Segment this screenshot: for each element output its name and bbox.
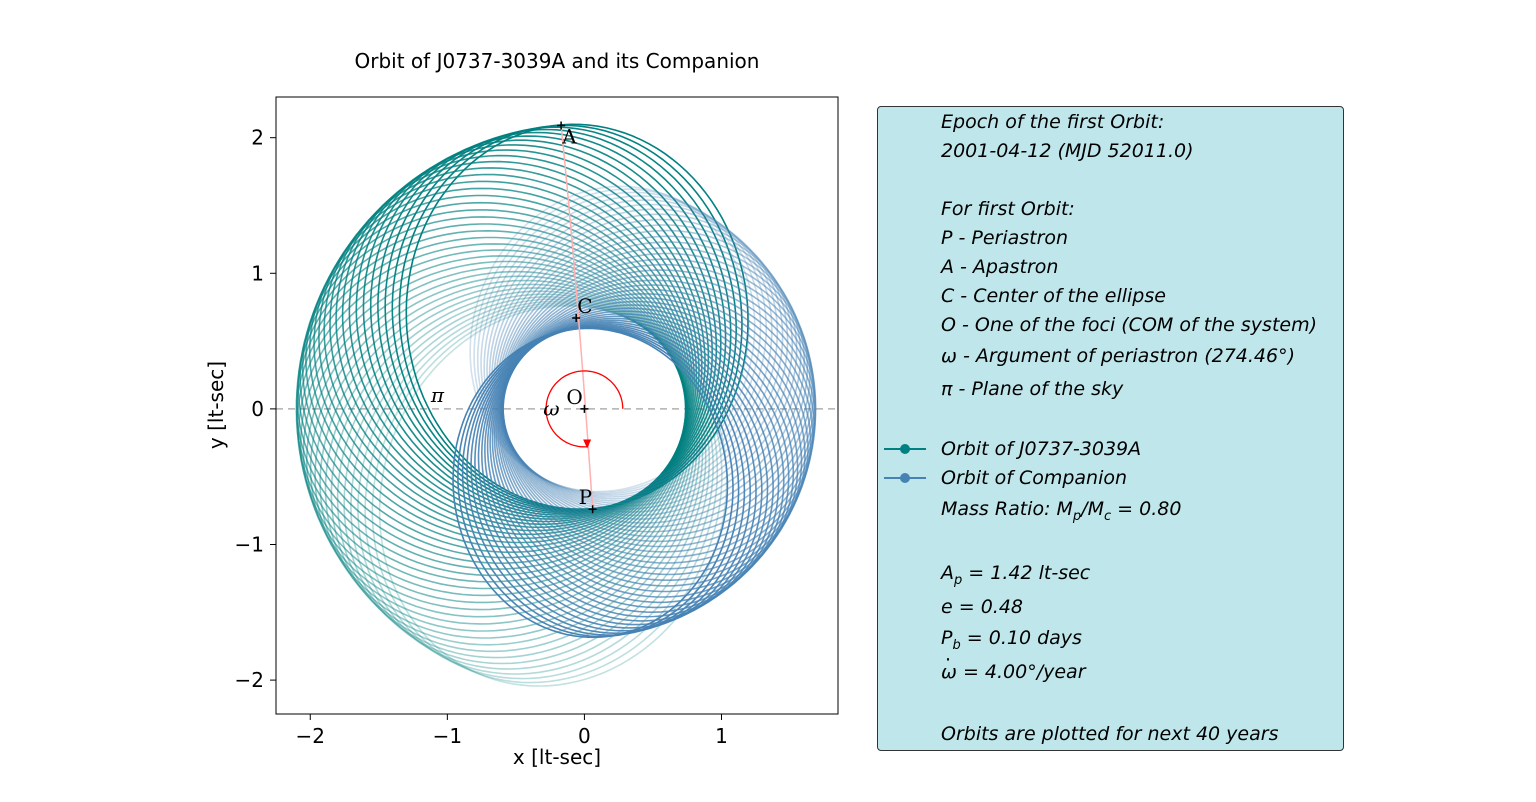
orbit-companion-39 <box>469 185 750 493</box>
orbit-companion-29 <box>496 229 802 513</box>
orbit-companion-28 <box>498 235 806 517</box>
orbit-pulsar-a-38 <box>371 303 723 684</box>
eccentricity: e = 0.48 <box>941 596 1023 618</box>
x-tick-label: 1 <box>715 724 728 748</box>
omega-definition: ω - Argument of periastron (274.46°) <box>941 345 1295 367</box>
legend-label-pulsar-a: Orbit of J0737-3039A <box>941 438 1142 460</box>
plot-frame <box>275 96 839 715</box>
legend-label-companion: Orbit of Companion <box>941 467 1128 489</box>
orbit-pulsar-a-27 <box>306 270 691 618</box>
y-tick-label: 2 <box>251 126 264 150</box>
orbit-pulsar-a-36 <box>357 300 714 675</box>
point-label-A: A <box>561 124 577 148</box>
orbit-companion-34 <box>486 203 779 500</box>
orbit-companion-27 <box>499 241 809 520</box>
center-definition: C - Center of the ellipse <box>941 285 1166 307</box>
y-tick-label: −2 <box>235 668 264 692</box>
x-axis-label: x [lt-sec] <box>513 745 601 769</box>
point-label-C: C <box>577 294 592 318</box>
orbit-pulsar-a-26 <box>302 265 689 611</box>
orbit-companion-36 <box>480 195 767 496</box>
chart-title: Orbit of J0737-3039A and its Companion <box>355 49 760 73</box>
orbit-pulsar-a-35 <box>350 298 711 670</box>
sky-plane-symbol: π <box>430 383 445 407</box>
binary-period: Pb = 0.10 days <box>941 627 1082 653</box>
apastron-definition: A - Apastron <box>941 256 1059 278</box>
legend-marker-pulsar-a <box>884 443 926 455</box>
x-tick-label: −2 <box>296 724 325 748</box>
point-marker-A <box>557 121 566 130</box>
epoch-title: Epoch of the first Orbit: <box>941 111 1165 133</box>
semi-major-axis: Ap = 1.42 lt-sec <box>941 562 1091 588</box>
point-label-O: O <box>566 385 582 409</box>
orbit-companion-26 <box>500 246 811 524</box>
orbit-pulsar-a-34 <box>343 295 707 665</box>
orbit-pulsar-a-37 <box>364 302 719 680</box>
periastron-advance: ω · = 4.00°/year <box>941 649 1086 683</box>
y-tick-label: 1 <box>251 261 264 285</box>
y-tick-label: −1 <box>235 532 264 556</box>
orbit-pulsar-a-29 <box>314 279 694 632</box>
orbit-companion-30 <box>495 224 798 510</box>
orbit-pulsar-a-30 <box>319 283 696 639</box>
x-tick-label: −1 <box>433 724 462 748</box>
orbit-companion-31 <box>493 218 794 507</box>
point-label-P: P <box>579 485 592 509</box>
y-axis-label: y [lt-sec] <box>204 361 228 449</box>
orbit-companion-32 <box>491 213 789 505</box>
first-orbit-heading: For first Orbit: <box>941 198 1075 220</box>
orbit-pulsar-a-33 <box>336 293 704 659</box>
sky-plane-definition: π - Plane of the sky <box>941 378 1124 400</box>
omega-symbol: ω <box>543 397 559 421</box>
orbit-companion-33 <box>488 208 784 502</box>
plot-area: A C O Pπ ω <box>276 121 838 687</box>
plotted-years-note: Orbits are plotted for next 40 years <box>941 723 1279 745</box>
point-marker-C <box>572 314 581 323</box>
omega-arc <box>545 370 624 448</box>
orbit-companion-35 <box>483 199 773 498</box>
omega-arrowhead <box>583 439 592 449</box>
legend-marker-companion <box>884 472 926 484</box>
orbit-companion-25 <box>501 252 814 528</box>
info-panel <box>877 106 1344 751</box>
orbit-pulsar-a-32 <box>330 290 701 653</box>
orbit-companion-38 <box>473 188 756 494</box>
apsis-line <box>560 125 594 510</box>
focus-definition: O - One of the foci (COM of the system) <box>941 314 1318 336</box>
orbit-pulsar-a-28 <box>309 275 692 625</box>
periastron-definition: P - Periastron <box>941 227 1069 249</box>
y-tick-label: 0 <box>251 397 264 421</box>
orbit-companion-37 <box>476 191 762 495</box>
mass-ratio: Mass Ratio: Mp/Mc = 0.80 <box>941 498 1182 524</box>
epoch-value: 2001-04-12 (MJD 52011.0) <box>941 140 1194 162</box>
orbit-pulsar-a-31 <box>324 287 698 646</box>
point-marker-P <box>588 505 597 514</box>
point-marker-O <box>580 404 589 413</box>
x-tick-label: 0 <box>578 724 591 748</box>
axis-ticks: −2 −1 0 1 −2 −1 0 1 2 <box>235 126 728 748</box>
orbit-pulsar-a-25 <box>299 260 689 604</box>
